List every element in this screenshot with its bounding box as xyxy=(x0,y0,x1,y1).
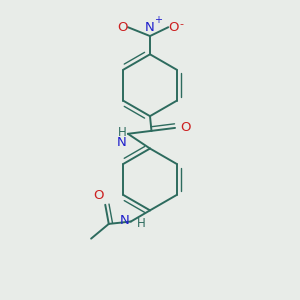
Text: +: + xyxy=(154,15,162,26)
Text: O: O xyxy=(94,189,104,202)
Text: O: O xyxy=(117,21,128,34)
Text: N: N xyxy=(145,21,155,34)
Text: O: O xyxy=(180,122,191,134)
Text: O: O xyxy=(168,21,179,34)
Text: H: H xyxy=(118,126,126,139)
Text: N: N xyxy=(117,136,126,149)
Text: H: H xyxy=(137,217,146,230)
Text: -: - xyxy=(179,19,183,29)
Text: N: N xyxy=(120,214,130,226)
